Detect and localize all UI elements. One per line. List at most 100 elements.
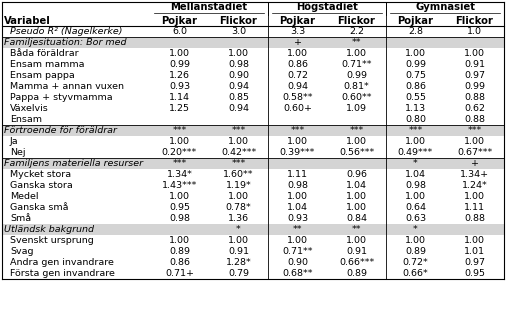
Text: 1.00: 1.00	[346, 49, 367, 58]
Text: 0.99: 0.99	[169, 60, 190, 69]
Text: 1.00: 1.00	[464, 192, 485, 201]
Text: 0.39***: 0.39***	[280, 148, 315, 157]
Text: Flickor: Flickor	[220, 16, 258, 26]
Text: Svenskt ursprung: Svenskt ursprung	[10, 236, 94, 245]
Text: ***: ***	[231, 126, 246, 135]
Text: Pojkar: Pojkar	[280, 16, 315, 26]
Text: 1.09: 1.09	[346, 104, 367, 113]
Text: 1.00: 1.00	[287, 137, 308, 146]
Text: 0.71**: 0.71**	[282, 247, 313, 256]
Text: 1.00: 1.00	[405, 137, 426, 146]
Text: 0.88: 0.88	[464, 93, 485, 102]
Text: *: *	[413, 159, 418, 168]
Text: 1.36: 1.36	[228, 214, 249, 223]
Text: 0.96: 0.96	[346, 170, 367, 179]
Text: Förtroende för föräldrar: Förtroende för föräldrar	[4, 126, 117, 135]
Text: Ensam mamma: Ensam mamma	[10, 60, 84, 69]
Text: +: +	[471, 159, 478, 168]
Text: 0.89: 0.89	[169, 247, 190, 256]
Text: Flickor: Flickor	[338, 16, 376, 26]
Text: ***: ***	[468, 126, 482, 135]
Text: 0.56***: 0.56***	[339, 148, 374, 157]
Text: 1.00: 1.00	[169, 236, 190, 245]
Text: Variabel: Variabel	[4, 16, 51, 26]
Text: 0.71+: 0.71+	[165, 269, 194, 278]
Text: 0.94: 0.94	[228, 104, 249, 113]
Text: 0.79: 0.79	[228, 269, 249, 278]
Text: 0.94: 0.94	[228, 82, 249, 91]
Text: ***: ***	[172, 126, 187, 135]
Text: 0.98: 0.98	[228, 60, 249, 69]
Text: 0.91: 0.91	[346, 247, 367, 256]
Text: 0.85: 0.85	[228, 93, 249, 102]
Text: Ja: Ja	[10, 137, 18, 146]
Text: Nej: Nej	[10, 148, 26, 157]
Text: 1.01: 1.01	[464, 247, 485, 256]
Text: 1.00: 1.00	[346, 203, 367, 212]
Text: 1.00: 1.00	[405, 192, 426, 201]
Text: 1.00: 1.00	[287, 236, 308, 245]
Text: **: **	[352, 225, 361, 234]
Text: 1.00: 1.00	[464, 137, 485, 146]
Text: Pojkar: Pojkar	[398, 16, 433, 26]
Text: 0.91: 0.91	[228, 247, 249, 256]
Text: 1.00: 1.00	[228, 137, 249, 146]
Bar	[2, 223, 504, 234]
Text: 0.71**: 0.71**	[341, 60, 371, 69]
Text: 0.55: 0.55	[405, 93, 426, 102]
Text: Pappa + styvmamma: Pappa + styvmamma	[10, 93, 112, 102]
Text: 0.84: 0.84	[346, 214, 367, 223]
Text: 0.72: 0.72	[287, 71, 308, 80]
Text: 0.42***: 0.42***	[221, 148, 256, 157]
Text: 0.63: 0.63	[405, 214, 426, 223]
Text: 0.86: 0.86	[405, 82, 426, 91]
Text: 1.04: 1.04	[405, 170, 426, 179]
Text: Ensam pappa: Ensam pappa	[10, 71, 75, 80]
Text: 1.00: 1.00	[464, 49, 485, 58]
Text: 0.86: 0.86	[287, 60, 308, 69]
Text: 1.28*: 1.28*	[226, 258, 251, 267]
Text: 1.04: 1.04	[346, 181, 367, 190]
Text: 1.34+: 1.34+	[460, 170, 489, 179]
Text: 1.00: 1.00	[228, 192, 249, 201]
Text: 0.99: 0.99	[405, 60, 426, 69]
Text: 0.78*: 0.78*	[226, 203, 251, 212]
Text: 1.34*: 1.34*	[167, 170, 193, 179]
Text: 1.11: 1.11	[464, 203, 485, 212]
Text: Familjesituation: Bor med: Familjesituation: Bor med	[4, 38, 127, 47]
Text: Utländsk bakgrund: Utländsk bakgrund	[4, 225, 94, 234]
Text: 1.00: 1.00	[464, 236, 485, 245]
Text: 0.86: 0.86	[169, 258, 190, 267]
Text: 1.60**: 1.60**	[223, 170, 254, 179]
Bar	[2, 37, 504, 47]
Text: 1.00: 1.00	[169, 49, 190, 58]
Text: 3.3: 3.3	[290, 27, 305, 36]
Text: 0.90: 0.90	[228, 71, 249, 80]
Text: ***: ***	[290, 126, 305, 135]
Text: 1.43***: 1.43***	[162, 181, 197, 190]
Text: 1.19*: 1.19*	[226, 181, 251, 190]
Text: 0.97: 0.97	[464, 71, 485, 80]
Text: 1.25: 1.25	[169, 104, 190, 113]
Text: 0.62: 0.62	[464, 104, 485, 113]
Bar	[2, 157, 504, 169]
Text: ***: ***	[231, 159, 246, 168]
Text: *: *	[413, 225, 418, 234]
Text: ***: ***	[408, 126, 423, 135]
Text: 0.67***: 0.67***	[457, 148, 492, 157]
Text: Gymnasiet: Gymnasiet	[415, 3, 475, 13]
Text: 0.95: 0.95	[464, 269, 485, 278]
Text: 1.00: 1.00	[287, 49, 308, 58]
Text: Pseudo R² (Nagelkerke): Pseudo R² (Nagelkerke)	[10, 27, 123, 36]
Text: 3.0: 3.0	[231, 27, 246, 36]
Text: Högstadiet: Högstadiet	[296, 3, 358, 13]
Text: Ganska små: Ganska små	[10, 203, 68, 212]
Text: 0.98: 0.98	[169, 214, 190, 223]
Text: Båda föräldrar: Båda föräldrar	[10, 49, 79, 58]
Text: 0.93: 0.93	[287, 214, 308, 223]
Text: Små: Små	[10, 214, 31, 223]
Text: Första gen invandrare: Första gen invandrare	[10, 269, 115, 278]
Text: 1.14: 1.14	[169, 93, 190, 102]
Text: Mamma + annan vuxen: Mamma + annan vuxen	[10, 82, 124, 91]
Text: ***: ***	[350, 126, 364, 135]
